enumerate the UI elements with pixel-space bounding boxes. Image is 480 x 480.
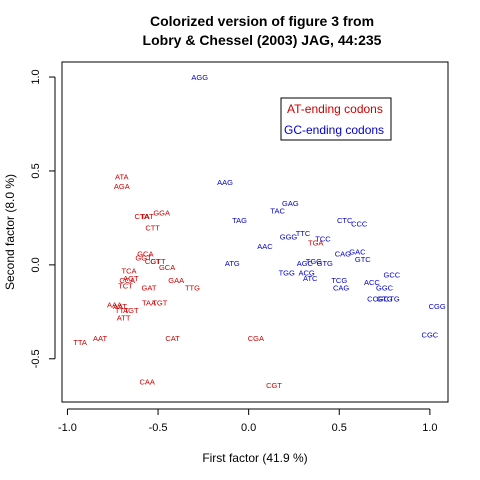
codon-point-agt: AGT — [123, 274, 139, 283]
codon-point-aat: AAT — [113, 302, 127, 311]
codon-point-gat: GAT — [142, 283, 157, 292]
codon-point-ggg: GGG — [280, 233, 298, 242]
x-tick-label: 1.0 — [422, 422, 437, 434]
y-tick-label: 0.0 — [30, 257, 42, 272]
codon-point-gca: GCA — [137, 250, 153, 259]
codon-point-gag: GAG — [282, 199, 299, 208]
codon-point-tgt: TGT — [152, 298, 167, 307]
codon-point-cca: CCA — [119, 276, 135, 285]
codon-point-ccc: CCC — [351, 220, 368, 229]
codon-point-cag: CAG — [335, 250, 351, 259]
legend-box — [280, 97, 392, 141]
x-axis-label: First factor (41.9 %) — [202, 451, 307, 465]
codon-point-cct: CCT — [145, 257, 161, 266]
codon-point-cgg: CGG — [429, 302, 446, 311]
codon-point-gca: GCA — [159, 263, 175, 272]
codon-point-acc: ACC — [364, 278, 380, 287]
x-tick-label: 0.0 — [241, 422, 256, 434]
codon-point-atc: ATC — [303, 274, 318, 283]
y-axis-label: Second factor (8.0 %) — [3, 174, 17, 290]
legend: AT-ending codons GC-ending codons — [280, 97, 392, 141]
codon-point-aac: AAC — [257, 242, 273, 251]
legend-entry-at-ending: AT-ending codons — [287, 102, 383, 116]
codon-point-ccg: CCG — [367, 295, 384, 304]
codon-point-tta: TTA — [73, 338, 87, 347]
codon-point-gcc: GCC — [383, 270, 400, 279]
codon-point-cta: CTA — [135, 212, 149, 221]
codon-point-ggt: GGT — [135, 253, 152, 262]
codon-point-gaa: GAA — [168, 276, 184, 285]
codon-point-tat: TAT — [141, 212, 154, 221]
x-axis: -1.0 -0.5 0.0 0.5 1.0 — [58, 408, 438, 434]
codon-point-caa: CAA — [139, 377, 154, 386]
codon-point-acg: ACG — [299, 268, 315, 277]
x-tick-label: -1.0 — [58, 422, 77, 434]
codon-point-taa: TAA — [142, 298, 156, 307]
codon-point-aaa: AAA — [107, 300, 122, 309]
codon-point-gtg: GTG — [317, 259, 333, 268]
codon-point-gtt: GTT — [151, 257, 166, 266]
codon-point-tgg: TGG — [306, 257, 322, 266]
y-axis: -0.5 0.0 0.5 1.0 — [30, 69, 56, 368]
codon-point-gtc: GTC — [355, 255, 371, 264]
codon-point-ttg: TTG — [185, 283, 200, 292]
codon-point-aga: AGA — [114, 182, 130, 191]
codon-point-cgc: CGC — [422, 330, 439, 339]
codon-point-tcc: TCC — [315, 235, 331, 244]
codon-point-agg: AGG — [191, 73, 208, 82]
codon-point-ata: ATA — [115, 173, 128, 182]
plot-frame — [61, 61, 449, 403]
x-tick-label: 0.5 — [332, 422, 347, 434]
codon-point-agc: AGC — [297, 259, 314, 268]
codon-point-gtg: GTG — [376, 295, 392, 304]
codon-point-ttc: TTC — [296, 229, 311, 238]
codon-point-cat: CAT — [165, 334, 180, 343]
codon-point-att: ATT — [117, 313, 131, 322]
codon-point-tcg: TCG — [331, 276, 347, 285]
codon-point-aag: AAG — [217, 178, 233, 187]
codon-point-tgg: TGG — [279, 268, 295, 277]
codon-point-ctg: CTG — [384, 295, 400, 304]
codon-point-tct: TCT — [118, 282, 133, 291]
codon-point-gga: GGA — [153, 208, 170, 217]
codon-point-aat: AAT — [93, 334, 107, 343]
codon-point-cag: CAG — [333, 283, 349, 292]
x-tick-label: -0.5 — [149, 422, 168, 434]
codon-point-cgt: CGT — [266, 381, 282, 390]
codon-point-cga: CGA — [248, 334, 264, 343]
codon-point-ggc: GGC — [376, 283, 394, 292]
codon-point-gac: GAC — [349, 248, 366, 257]
codon-point-ttt: TTT — [115, 306, 129, 315]
codon-point-tga: TGA — [308, 238, 323, 247]
codon-point-ctc: CTC — [337, 216, 353, 225]
codon-point-tca: TCA — [122, 267, 137, 276]
y-tick-label: 0.5 — [30, 163, 42, 178]
codon-point-tac: TAC — [270, 206, 285, 215]
chart-title-line-2: Lobry & Chessel (2003) JAG, 44:235 — [143, 32, 382, 48]
y-tick-label: -0.5 — [30, 349, 42, 368]
codon-point-tag: TAG — [232, 216, 247, 225]
y-tick-label: 1.0 — [30, 69, 42, 84]
chart-title-line-1: Colorized version of figure 3 from — [150, 13, 374, 29]
codon-point-agt: AGT — [123, 306, 139, 315]
codon-point-atg: ATG — [225, 259, 240, 268]
codon-point-ctt: CTT — [145, 223, 160, 232]
legend-entry-gc-ending: GC-ending codons — [284, 123, 384, 137]
